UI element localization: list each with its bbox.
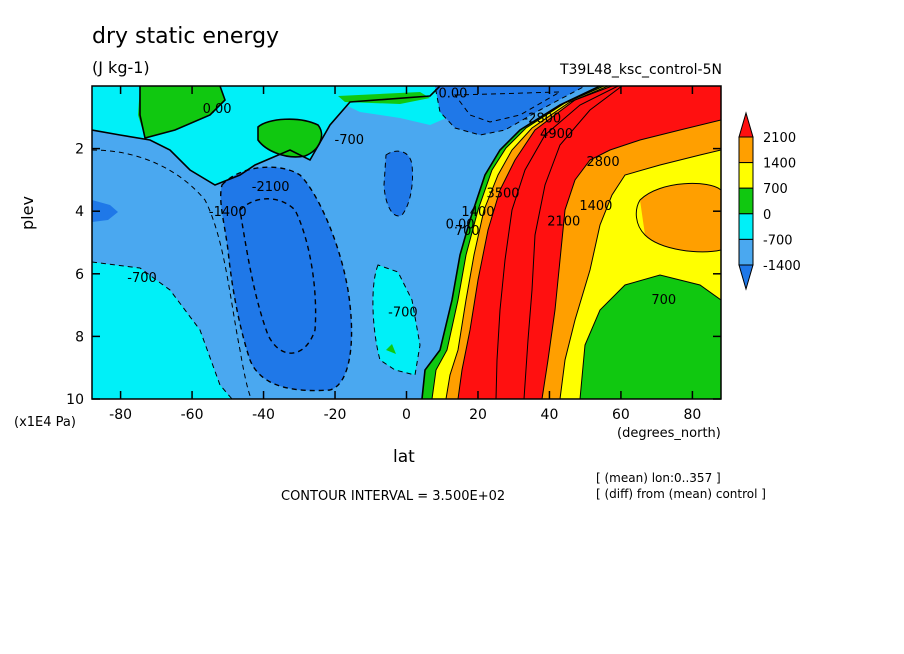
contour-label: -1400 bbox=[209, 205, 247, 220]
region-deepblue-upper-jet bbox=[435, 86, 585, 135]
x-tick-label: 40 bbox=[541, 407, 559, 423]
colorbar-extend-high bbox=[738, 111, 754, 138]
contour-line bbox=[445, 86, 609, 399]
contour-label: -2100 bbox=[252, 180, 290, 195]
region-red-north bbox=[458, 86, 721, 399]
x-tick-label: 0 bbox=[402, 407, 411, 423]
contour-field bbox=[92, 86, 721, 399]
chart-units: (J kg-1) bbox=[92, 58, 150, 77]
region-orange-north-bulge bbox=[640, 183, 721, 252]
contour-line bbox=[434, 86, 586, 136]
colorbar: 2100 1400 700 0 -700 -1400 bbox=[738, 111, 801, 291]
contour-line bbox=[372, 264, 421, 376]
contour-line bbox=[257, 118, 323, 158]
x-tick-label: -60 bbox=[181, 407, 204, 423]
x-tick-label: -20 bbox=[324, 407, 347, 423]
colorbar-swatch bbox=[738, 136, 754, 164]
contour-line bbox=[92, 261, 233, 399]
colorbar-label: 0 bbox=[763, 208, 771, 223]
contour-line bbox=[635, 182, 721, 253]
colorbar-extend-low bbox=[738, 264, 754, 291]
note-diff-control: [ (diff) from (mean) control ] bbox=[596, 487, 766, 501]
contour-line bbox=[457, 86, 613, 399]
y-ticks: 2 4 6 8 10 bbox=[66, 142, 721, 408]
contour-label: -700 bbox=[335, 133, 365, 148]
region-deepblue-west-edge bbox=[92, 200, 118, 222]
colorbar-label: 700 bbox=[763, 182, 788, 197]
y-tick-label: 8 bbox=[75, 329, 84, 345]
x-tick-label: 60 bbox=[612, 407, 630, 423]
contour-line bbox=[523, 86, 623, 399]
contour-interval: CONTOUR INTERVAL = 3.500E+02 bbox=[281, 489, 506, 504]
contour-label: 0.00 bbox=[446, 218, 475, 233]
contour-line bbox=[139, 86, 226, 139]
note-lon-mean: [ (mean) lon:0..357 ] bbox=[596, 471, 721, 485]
chart-title: dry static energy bbox=[92, 24, 280, 49]
contour-line bbox=[239, 198, 317, 354]
y-tick-label: 2 bbox=[75, 142, 84, 158]
contour-label: 1400 bbox=[461, 205, 494, 220]
contour-label: 1400 bbox=[579, 199, 612, 214]
contour-line bbox=[92, 149, 253, 399]
region-green-equator-tri bbox=[386, 344, 396, 354]
contour-line bbox=[559, 149, 721, 399]
contour-labels: 0.000.00-700-2100-1400-700-7000.00700140… bbox=[127, 86, 676, 320]
contour-label: -700 bbox=[388, 305, 418, 320]
contour-lines bbox=[92, 86, 721, 399]
x-axis-label: lat bbox=[393, 447, 415, 467]
colorbar-swatch bbox=[738, 162, 754, 189]
contour-line bbox=[495, 86, 619, 399]
x-tick-label: 80 bbox=[683, 407, 701, 423]
contour-line bbox=[431, 86, 605, 399]
colorbar-swatch bbox=[738, 213, 754, 240]
colorbar-label: 1400 bbox=[763, 157, 796, 172]
contour-label: 4900 bbox=[540, 127, 573, 142]
region-deepblue-south bbox=[220, 167, 352, 391]
x-tick-label: -40 bbox=[252, 407, 275, 423]
colorbar-label: 2100 bbox=[763, 131, 796, 146]
run-name: T39L48_ksc_control-5N bbox=[559, 62, 722, 78]
y-tick-label: 4 bbox=[75, 204, 84, 220]
contour-label: 0.00 bbox=[438, 86, 467, 101]
contour-label: 2800 bbox=[587, 155, 620, 170]
contour-line bbox=[383, 150, 413, 217]
y-tick-label: 10 bbox=[66, 392, 84, 408]
x-tick-label: 20 bbox=[469, 407, 487, 423]
colorbar-label: -700 bbox=[763, 233, 793, 248]
colorbar-swatch bbox=[738, 187, 754, 215]
contour-label: -2800 bbox=[523, 111, 561, 126]
x-axis-units: (degrees_north) bbox=[617, 426, 721, 441]
contour-label: 3500 bbox=[486, 186, 519, 201]
contour-label: 0.00 bbox=[203, 102, 232, 117]
contour-line bbox=[541, 119, 721, 399]
y-tick-label: 6 bbox=[75, 267, 84, 283]
contour-label: -700 bbox=[127, 271, 157, 286]
y-axis-units: (x1E4 Pa) bbox=[14, 415, 76, 430]
contour-line bbox=[454, 91, 561, 123]
contour-label: 700 bbox=[651, 293, 676, 308]
region-deepblue-equator-top bbox=[384, 151, 413, 216]
x-tick-label: -80 bbox=[109, 407, 132, 423]
contour-label: 700 bbox=[455, 224, 480, 239]
contour-line bbox=[421, 86, 601, 399]
region-cyan-southpole bbox=[92, 262, 232, 399]
x-ticks: -80 -60 -40 -20 0 20 40 60 80 bbox=[109, 86, 701, 423]
contour-label: 2100 bbox=[547, 215, 580, 230]
colorbar-swatch bbox=[738, 238, 754, 266]
region-green-south-top bbox=[138, 86, 225, 138]
contour-line bbox=[219, 166, 353, 392]
region-green-south-blob bbox=[258, 119, 322, 157]
colorbar-label: -1400 bbox=[763, 259, 801, 274]
contour-line bbox=[579, 274, 721, 399]
